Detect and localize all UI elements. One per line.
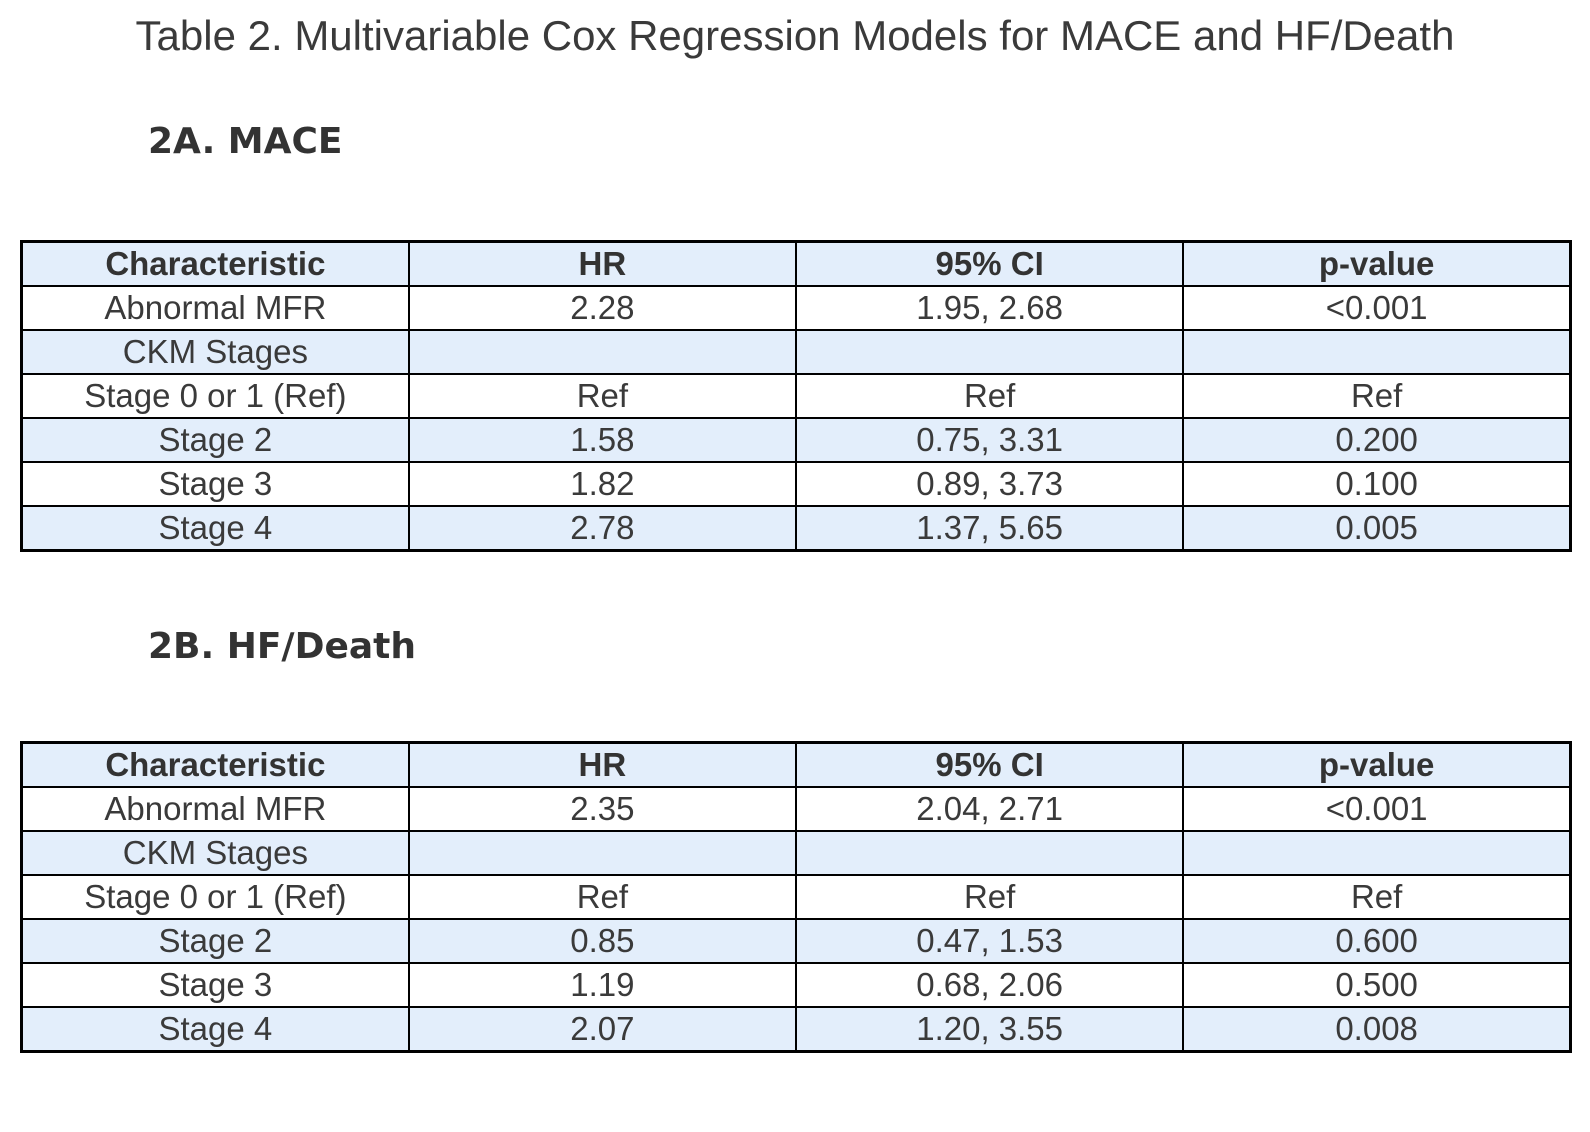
table-cell: 0.75, 3.31	[794, 417, 1185, 463]
table-cell: Ref	[1182, 874, 1572, 920]
table-cell: Stage 2	[20, 918, 410, 964]
table-cell: CKM Stages	[20, 830, 410, 876]
table-cell: 1.37, 5.65	[794, 505, 1185, 552]
table-cell	[1182, 329, 1572, 375]
table-row: CKM Stages	[20, 329, 1572, 375]
table-header-row: Characteristic HR 95% CI p-value	[20, 741, 1572, 788]
table-cell: 2.35	[407, 786, 798, 832]
table-header-row: Characteristic HR 95% CI p-value	[20, 240, 1572, 287]
column-header: Characteristic	[20, 240, 410, 287]
table-row: CKM Stages	[20, 830, 1572, 876]
table-cell: Stage 3	[20, 461, 410, 507]
table-cell: 0.200	[1182, 417, 1572, 463]
mace-table: Characteristic HR 95% CI p-value Abnormal M…	[20, 240, 1572, 552]
hf-death-table: Characteristic HR 95% CI p-value Abnormal M…	[20, 741, 1572, 1053]
table-cell: 0.500	[1182, 962, 1572, 1008]
table-cell: CKM Stages	[20, 329, 410, 375]
column-header: HR	[407, 240, 798, 287]
column-header: Characteristic	[20, 741, 410, 788]
table-row: Stage 3 1.19 0.68, 2.06 0.500	[20, 962, 1572, 1008]
table-row: Stage 2 1.58 0.75, 3.31 0.200	[20, 417, 1572, 463]
table-cell: Stage 3	[20, 962, 410, 1008]
table-row: Abnormal MFR 2.28 1.95, 2.68 <0.001	[20, 285, 1572, 331]
table-cell: 0.100	[1182, 461, 1572, 507]
table-cell	[794, 329, 1185, 375]
table-cell: 1.19	[407, 962, 798, 1008]
table-row: Stage 0 or 1 (Ref) Ref Ref Ref	[20, 874, 1572, 920]
column-header: p-value	[1182, 741, 1572, 788]
section-heading-hf-death: 2B. HF/Death	[148, 626, 416, 667]
table-cell: Ref	[407, 874, 798, 920]
page-title: Table 2. Multivariable Cox Regression Mo…	[135, 12, 1455, 59]
table-cell: 1.95, 2.68	[794, 285, 1185, 331]
table-cell: 0.68, 2.06	[794, 962, 1185, 1008]
table-cell: Ref	[794, 874, 1185, 920]
table-cell: <0.001	[1182, 786, 1572, 832]
table-cell	[407, 830, 798, 876]
table-cell: Stage 0 or 1 (Ref)	[20, 874, 410, 920]
table-cell: Ref	[1182, 373, 1572, 419]
table-cell: 2.78	[407, 505, 798, 552]
table-cell: 1.58	[407, 417, 798, 463]
table-cell: 0.85	[407, 918, 798, 964]
column-header: HR	[407, 741, 798, 788]
table-cell: 0.47, 1.53	[794, 918, 1185, 964]
table-cell: 0.600	[1182, 918, 1572, 964]
table-cell: 2.07	[407, 1006, 798, 1053]
column-header: 95% CI	[794, 240, 1185, 287]
table-cell: Stage 2	[20, 417, 410, 463]
table-row: Stage 4 2.07 1.20, 3.55 0.008	[20, 1006, 1572, 1053]
table-row: Stage 3 1.82 0.89, 3.73 0.100	[20, 461, 1572, 507]
table-cell: 0.008	[1182, 1006, 1572, 1053]
table-row: Stage 2 0.85 0.47, 1.53 0.600	[20, 918, 1572, 964]
table-row: Abnormal MFR 2.35 2.04, 2.71 <0.001	[20, 786, 1572, 832]
table-cell: Abnormal MFR	[20, 786, 410, 832]
section-heading-mace: 2A. MACE	[148, 121, 343, 162]
table-cell: 0.005	[1182, 505, 1572, 552]
table-cell	[1182, 830, 1572, 876]
table-cell: Ref	[407, 373, 798, 419]
table-cell: <0.001	[1182, 285, 1572, 331]
table-cell: Ref	[794, 373, 1185, 419]
table-cell: Stage 4	[20, 505, 410, 552]
table-cell	[407, 329, 798, 375]
column-header: 95% CI	[794, 741, 1185, 788]
table-cell: 2.04, 2.71	[794, 786, 1185, 832]
table-cell: Abnormal MFR	[20, 285, 410, 331]
table-cell	[794, 830, 1185, 876]
table-row: Stage 4 2.78 1.37, 5.65 0.005	[20, 505, 1572, 552]
table-cell: Stage 4	[20, 1006, 410, 1053]
table-cell: 0.89, 3.73	[794, 461, 1185, 507]
column-header: p-value	[1182, 240, 1572, 287]
table-cell: 1.82	[407, 461, 798, 507]
table-cell: Stage 0 or 1 (Ref)	[20, 373, 410, 419]
table-row: Stage 0 or 1 (Ref) Ref Ref Ref	[20, 373, 1572, 419]
table-cell: 2.28	[407, 285, 798, 331]
table-cell: 1.20, 3.55	[794, 1006, 1185, 1053]
